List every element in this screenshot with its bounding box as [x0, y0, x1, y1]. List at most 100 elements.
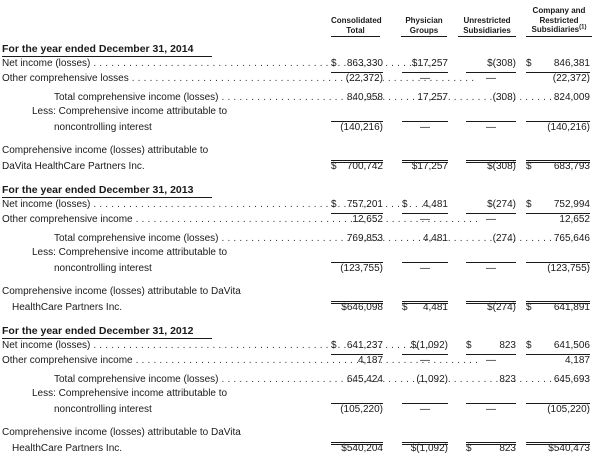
row-label: Less: Comprehensive income attributable … — [32, 388, 228, 399]
amount: 4,481 — [422, 233, 448, 244]
amount: (22,372) — [345, 73, 383, 84]
header-text: Subsidiaries — [531, 25, 580, 34]
header-line: Restricted — [539, 15, 579, 25]
amount: 824,009 — [553, 92, 590, 103]
value-cell: $(308) — [466, 160, 516, 172]
row-less-label: Less: Comprehensive income attributable … — [0, 246, 595, 260]
currency-symbol: $ — [402, 302, 408, 313]
row-label: Total comprehensive income (losses) — [54, 91, 564, 105]
value-cell: (140,216) — [526, 121, 590, 133]
header-physician-groups: Physician Groups — [401, 16, 447, 37]
row-label: For the year ended December 31, 2012 — [2, 325, 194, 337]
amount: $646,098 — [341, 302, 383, 313]
dash-value: — — [486, 122, 496, 133]
dash-value: — — [486, 214, 496, 225]
row-label: Comprehensive income (losses) attributab… — [2, 286, 241, 297]
amount: 823 — [499, 374, 516, 385]
amount: $(308) — [487, 161, 516, 172]
amount: $(1,092) — [410, 443, 448, 454]
row-label: For the year ended December 31, 2014 — [2, 43, 194, 55]
amount: (140,216) — [547, 122, 590, 133]
value-cell: $4,481 — [402, 301, 448, 313]
row-noncontrolling-interest: noncontrolling interest (123,755) — — (123,7… — [0, 262, 595, 276]
value-cell: (123,755) — [331, 262, 383, 274]
section-title: For the year ended December 31, 2013 — [0, 183, 595, 198]
amount: 823 — [499, 340, 516, 351]
value-cell: (22,372) — [331, 72, 383, 84]
row-label: noncontrolling interest — [54, 263, 152, 274]
value-cell: (105,220) — [331, 403, 383, 415]
amount: 863,330 — [346, 58, 383, 69]
value-cell: $646,098 — [331, 301, 383, 313]
currency-symbol: $ — [402, 199, 408, 210]
amount: (123,755) — [547, 263, 590, 274]
amount: 12,652 — [352, 214, 383, 225]
row-label: noncontrolling interest — [54, 122, 152, 133]
dash-value: — — [420, 404, 430, 415]
dash-value: — — [420, 73, 430, 84]
amount: (274) — [492, 233, 516, 244]
amount: 641,506 — [553, 340, 590, 351]
value-cell: (140,216) — [331, 121, 383, 133]
row-other-comprehensive: Other comprehensive losses(22,372)——(22,… — [0, 72, 595, 86]
row-label: For the year ended December 31, 2013 — [2, 184, 194, 196]
amount: (105,220) — [340, 404, 383, 415]
header-line: Unrestricted — [463, 16, 511, 25]
footnote-marker: (1) — [579, 24, 587, 31]
amount: (105,220) — [547, 404, 590, 415]
value-cell: $700,742 — [331, 160, 383, 172]
value-cell: $(1,092) — [402, 442, 448, 454]
amount: 641,891 — [553, 302, 590, 313]
value-cell: — — [466, 213, 516, 225]
row-label: Other comprehensive losses — [2, 72, 474, 86]
header-unrestricted-subsidiaries: Unrestricted Subsidiaries — [458, 16, 516, 37]
value-cell: (123,755) — [526, 262, 590, 274]
amount: $(274) — [487, 302, 516, 313]
amount: $540,204 — [341, 443, 383, 454]
row-attributable-total: DaVita HealthCare Partners Inc. $700,742 $… — [0, 160, 595, 174]
currency-symbol: $ — [466, 340, 472, 351]
dash-value: — — [486, 355, 496, 366]
amount: $(274) — [487, 199, 516, 210]
currency-symbol: $ — [331, 58, 337, 69]
amount: 683,793 — [553, 161, 590, 172]
row-less-label: Less: Comprehensive income attributable … — [0, 387, 595, 401]
row-label: Other comprehensive income — [2, 354, 478, 368]
amount: 757,201 — [346, 199, 383, 210]
value-cell: 12,652 — [526, 213, 590, 225]
amount: (22,372) — [552, 73, 590, 84]
amount: 4,481 — [422, 199, 448, 210]
amount: 4,481 — [422, 302, 448, 313]
value-cell: $683,793 — [526, 160, 590, 172]
currency-symbol: $ — [331, 340, 337, 351]
amount: 4,187 — [564, 355, 590, 366]
amount: $(308) — [487, 58, 516, 69]
amount: 823 — [499, 443, 516, 454]
row-total-comprehensive: Total comprehensive income (losses)769,8… — [0, 232, 595, 246]
amount: 17,257 — [417, 92, 448, 103]
amount: 840,958 — [346, 92, 383, 103]
value-cell: 4,187 — [526, 354, 590, 366]
value-cell: — — [402, 354, 448, 366]
currency-symbol: $ — [526, 58, 532, 69]
amount: 700,742 — [346, 161, 383, 172]
amount: 645,424 — [346, 374, 383, 385]
row-attributable-label: Comprehensive income (losses) attributab… — [0, 426, 595, 440]
value-cell: — — [466, 121, 516, 133]
currency-symbol: $ — [331, 161, 337, 172]
row-attributable-total: HealthCare Partners Inc. $646,098 $4,481 $(… — [0, 301, 595, 315]
row-net-income: Net income (losses)$863,330$17,257$(308)… — [0, 57, 595, 71]
value-cell: $540,473 — [526, 442, 590, 454]
row-label: DaVita HealthCare Partners Inc. — [2, 161, 145, 172]
amount: 645,693 — [553, 374, 590, 385]
currency-symbol: $ — [331, 199, 337, 210]
header-line: Company and — [532, 6, 586, 15]
value-cell: — — [402, 213, 448, 225]
row-label: Total comprehensive income (losses) — [54, 232, 564, 246]
row-other-comprehensive: Other comprehensive income12,652——12,652 — [0, 213, 595, 227]
dash-value: — — [420, 355, 430, 366]
amount: $(1,092) — [410, 340, 448, 351]
amount: 765,646 — [553, 233, 590, 244]
header-line: Total — [346, 25, 365, 35]
row-label: noncontrolling interest — [54, 404, 152, 415]
